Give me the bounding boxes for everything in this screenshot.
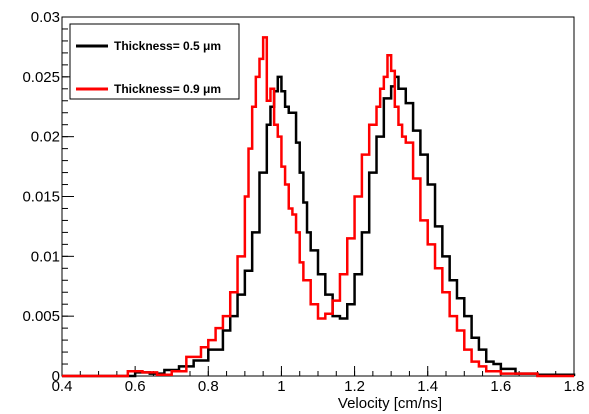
y-tick-label-1: 0.005 xyxy=(22,308,60,325)
x-tick-label-3: 1 xyxy=(277,378,285,395)
y-tick-label-3: 0.015 xyxy=(22,189,60,206)
legend: Thickness= 0.5 μm Thickness= 0.9 μm xyxy=(69,23,240,100)
y-tick-label-2: 0.01 xyxy=(31,248,60,265)
x-tick-label-1: 0.6 xyxy=(125,378,146,395)
x-tick-label-5: 1.4 xyxy=(417,378,438,395)
x-tick-label-6: 1.6 xyxy=(490,378,511,395)
legend-label-0: Thickness= 0.5 μm xyxy=(114,39,221,53)
x-tick-label-2: 0.8 xyxy=(198,378,219,395)
y-tick-label-0: 0 xyxy=(52,368,60,385)
y-tick-label-6: 0.03 xyxy=(31,9,60,26)
legend-label-1: Thickness= 0.9 μm xyxy=(114,82,221,96)
tick-labels: 0.4 0.6 0.8 1 1.2 1.4 1.6 1.8 0 0.005 0.01 0.015 0.0… xyxy=(22,9,584,395)
x-tick-label-0: 0.4 xyxy=(52,378,73,395)
x-tick-label-4: 1.2 xyxy=(344,378,365,395)
series-line-1 xyxy=(62,36,574,378)
y-tick-label-4: 0.02 xyxy=(31,129,60,146)
x-axis-title: Velocity [cm/ns] xyxy=(338,395,442,412)
y-tick-label-5: 0.025 xyxy=(22,69,60,86)
legend-box xyxy=(69,23,240,100)
series-layer xyxy=(62,36,576,378)
x-tick-label-7: 1.8 xyxy=(564,378,585,395)
